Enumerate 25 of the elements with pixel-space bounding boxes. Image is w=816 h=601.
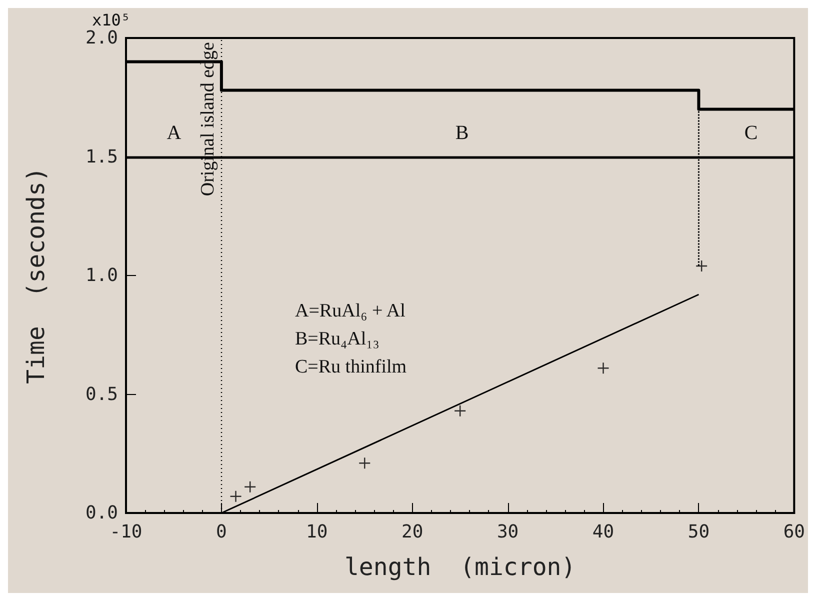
text: x10⁵	[92, 10, 131, 30]
ref-line-label: Original island edge	[197, 42, 218, 196]
y-tick-label: 0.0	[85, 502, 118, 524]
annotation: C=Ru thinfilm	[295, 356, 407, 378]
annotation: C	[744, 122, 758, 144]
x-tick-label: 50	[688, 522, 710, 542]
y-tick-label: 0.5	[85, 384, 118, 405]
x-tick-label: 30	[496, 522, 519, 542]
annotation: A	[166, 122, 182, 144]
point	[230, 490, 242, 502]
x-tick-label: 60	[783, 522, 806, 542]
y-tick-label: 1.5	[85, 146, 118, 168]
x-tick-label: 0	[216, 522, 227, 542]
x-tick-label: 40	[592, 522, 614, 542]
y-tick-label: 1.0	[85, 265, 118, 286]
y-axis-title: Time (seconds)	[22, 167, 50, 384]
annotation: B	[455, 122, 469, 144]
x-axis-title: length (micron)	[344, 553, 576, 581]
x-tick-label: -10	[110, 522, 142, 542]
annotation: B=Ru₄Al₁₃	[295, 328, 380, 350]
x-tick-label: 20	[402, 522, 424, 542]
y-tick-label: 2.0	[85, 28, 118, 48]
annotation: A=RuAl₆ + Al	[295, 300, 406, 322]
x-tick-label: 10	[306, 522, 328, 542]
point	[598, 362, 609, 374]
